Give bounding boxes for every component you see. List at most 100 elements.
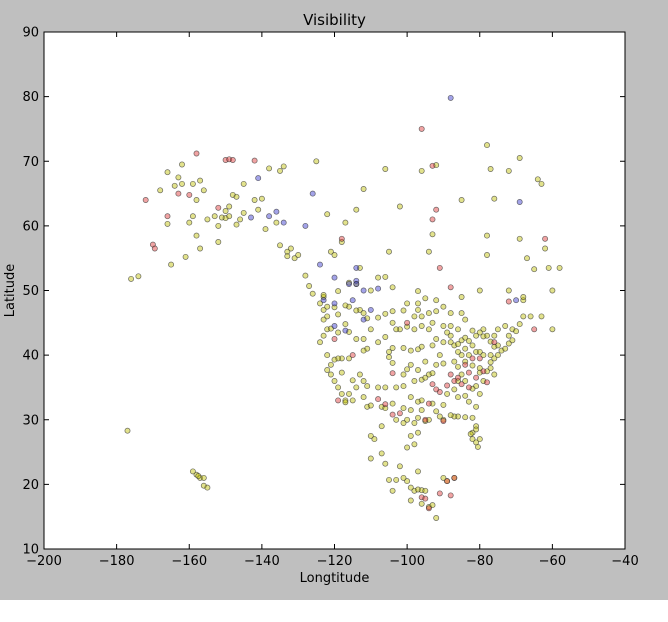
scatter-point <box>317 300 323 307</box>
scatter-point <box>407 394 414 401</box>
scatter-point <box>382 166 389 172</box>
scatter-point <box>331 356 338 363</box>
scatter-point <box>353 384 360 391</box>
scatter-point <box>335 311 342 318</box>
scatter-point <box>404 319 411 326</box>
scatter-point <box>429 216 436 223</box>
scatter-point <box>422 416 429 423</box>
scatter-point <box>462 358 469 365</box>
scatter-point <box>386 348 392 355</box>
scatter-point <box>469 414 476 421</box>
scatter-point <box>473 403 480 410</box>
scatter-point <box>386 476 392 483</box>
scatter-point <box>164 169 171 176</box>
scatter-point <box>277 167 283 174</box>
y-tick-label: 20 <box>22 478 39 493</box>
scatter-point <box>237 216 244 223</box>
scatter-point <box>320 297 327 304</box>
scatter-point <box>389 400 396 407</box>
x-tick-label: −160 <box>171 554 207 569</box>
scatter-point <box>469 342 476 349</box>
scatter-point <box>342 399 349 406</box>
scatter-point <box>444 390 451 397</box>
scatter-point <box>505 298 512 305</box>
scatter-point <box>542 245 549 252</box>
scatter-point <box>382 460 389 467</box>
scatter-point <box>389 487 396 494</box>
scatter-point <box>455 326 461 333</box>
scatter-point <box>396 463 403 470</box>
scatter-point <box>418 343 425 350</box>
ticks-layer: −200 −180 −160 −140 −120 −100 −80 −60 −40 10 20 30 4… <box>22 26 638 570</box>
scatter-point <box>494 352 501 359</box>
scatter-point <box>382 401 389 408</box>
scatter-point <box>197 177 204 184</box>
scatter-point <box>386 354 392 361</box>
scatter-point <box>280 163 287 170</box>
scatter-point <box>226 213 233 220</box>
scatter-point <box>353 307 360 314</box>
plot-area <box>43 31 626 550</box>
scatter-point <box>360 378 367 384</box>
scatter-point <box>447 339 454 346</box>
scatter-point <box>375 384 382 391</box>
scatter-point <box>436 490 443 497</box>
scatter-point <box>404 300 411 307</box>
scatter-point <box>346 281 352 287</box>
scatter-point <box>342 302 349 309</box>
scatter-point <box>338 239 345 245</box>
scatter-point <box>182 253 189 260</box>
scatter-point <box>317 261 323 268</box>
scatter-point <box>164 220 171 227</box>
scatter-point <box>411 326 418 333</box>
scatter-point <box>389 284 396 291</box>
scatter-point <box>415 306 421 313</box>
scatter-point <box>378 423 385 430</box>
scatter-point <box>364 383 371 390</box>
scatter-point <box>353 206 360 213</box>
scatter-point <box>418 125 425 132</box>
scatter-point <box>440 474 447 481</box>
scatter-point <box>320 292 327 298</box>
scatter-point <box>197 245 204 252</box>
scatter-point <box>462 316 469 323</box>
scatter-point <box>502 345 509 352</box>
scatter-point <box>451 358 458 365</box>
scatter-point <box>433 408 440 415</box>
scatter-point <box>411 441 418 448</box>
scatter-point <box>505 340 512 347</box>
scatter-point <box>200 474 207 481</box>
scatter-point <box>473 423 480 430</box>
scatter-point <box>186 219 193 226</box>
scatter-point <box>455 394 461 401</box>
scatter-point <box>458 310 465 317</box>
scatter-point <box>480 333 487 340</box>
scatter-point <box>407 497 414 504</box>
scatter-point <box>534 176 541 183</box>
scatter-point <box>422 358 429 365</box>
scatter-point <box>309 190 316 197</box>
scatter-point <box>404 444 411 451</box>
x-tick-label: −80 <box>466 554 493 569</box>
scatter-point <box>469 362 476 369</box>
y-tick-label: 30 <box>22 413 39 428</box>
scatter-point <box>433 515 440 521</box>
scatter-point <box>487 365 494 372</box>
scatter-point <box>458 371 465 378</box>
scatter-point <box>425 310 432 317</box>
scatter-point <box>451 378 458 384</box>
scatter-point <box>469 436 476 443</box>
scatter-point <box>462 345 469 352</box>
scatter-point <box>193 232 200 239</box>
scatter-point <box>360 394 367 401</box>
scatter-point <box>433 336 440 342</box>
scatter-point <box>447 492 454 499</box>
scatter-point <box>142 197 149 203</box>
scatter-point <box>349 297 356 304</box>
scatter-point <box>422 374 429 381</box>
scatter-point <box>491 371 498 378</box>
scatter-point <box>320 316 327 323</box>
scatter-point <box>382 310 389 317</box>
scatter-point <box>415 367 421 373</box>
scatter-point <box>469 327 476 334</box>
